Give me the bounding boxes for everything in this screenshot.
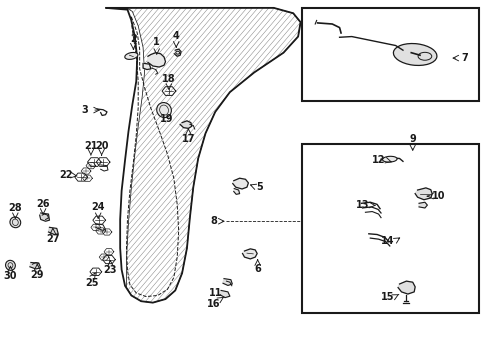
Ellipse shape: [124, 53, 138, 59]
Ellipse shape: [393, 44, 436, 66]
Text: 3: 3: [81, 105, 88, 115]
Text: 23: 23: [103, 265, 117, 275]
Text: 26: 26: [36, 199, 50, 209]
Text: 15: 15: [381, 292, 394, 302]
Text: 5: 5: [256, 182, 263, 192]
Text: 14: 14: [381, 236, 394, 246]
Polygon shape: [143, 63, 151, 69]
Ellipse shape: [10, 217, 20, 228]
Text: 8: 8: [210, 216, 217, 226]
Polygon shape: [232, 178, 248, 189]
Text: 20: 20: [95, 141, 108, 150]
Text: 25: 25: [85, 278, 99, 288]
Polygon shape: [223, 279, 232, 285]
Bar: [302, 8, 478, 101]
Text: 2: 2: [130, 34, 137, 44]
Polygon shape: [148, 53, 165, 67]
Polygon shape: [242, 249, 257, 259]
Text: 24: 24: [91, 202, 105, 212]
Text: 22: 22: [59, 170, 72, 180]
Polygon shape: [40, 213, 49, 221]
Polygon shape: [180, 121, 191, 129]
Text: 27: 27: [46, 234, 60, 244]
Polygon shape: [48, 227, 58, 234]
Text: 19: 19: [160, 114, 173, 123]
Ellipse shape: [382, 156, 396, 162]
Ellipse shape: [156, 103, 171, 118]
Polygon shape: [220, 291, 229, 298]
Ellipse shape: [5, 260, 15, 270]
Text: 29: 29: [30, 270, 44, 280]
Polygon shape: [414, 188, 431, 200]
Text: 1: 1: [153, 37, 160, 47]
Polygon shape: [397, 281, 414, 294]
Text: 30: 30: [4, 271, 17, 282]
Text: 28: 28: [8, 203, 22, 213]
Polygon shape: [418, 202, 427, 208]
Polygon shape: [174, 49, 181, 56]
Polygon shape: [233, 189, 239, 194]
Text: 6: 6: [254, 264, 261, 274]
Text: 11: 11: [209, 288, 222, 298]
Polygon shape: [126, 8, 300, 303]
Text: 9: 9: [408, 134, 415, 144]
Text: 18: 18: [162, 74, 175, 84]
Text: 12: 12: [372, 155, 385, 165]
Text: 13: 13: [356, 200, 369, 210]
Text: 17: 17: [182, 134, 195, 144]
Polygon shape: [30, 262, 41, 269]
Text: 10: 10: [431, 191, 445, 201]
Text: 21: 21: [84, 141, 98, 150]
Text: 16: 16: [206, 300, 220, 309]
Text: 7: 7: [461, 53, 468, 63]
Bar: [302, 144, 478, 313]
Text: 4: 4: [172, 31, 179, 41]
